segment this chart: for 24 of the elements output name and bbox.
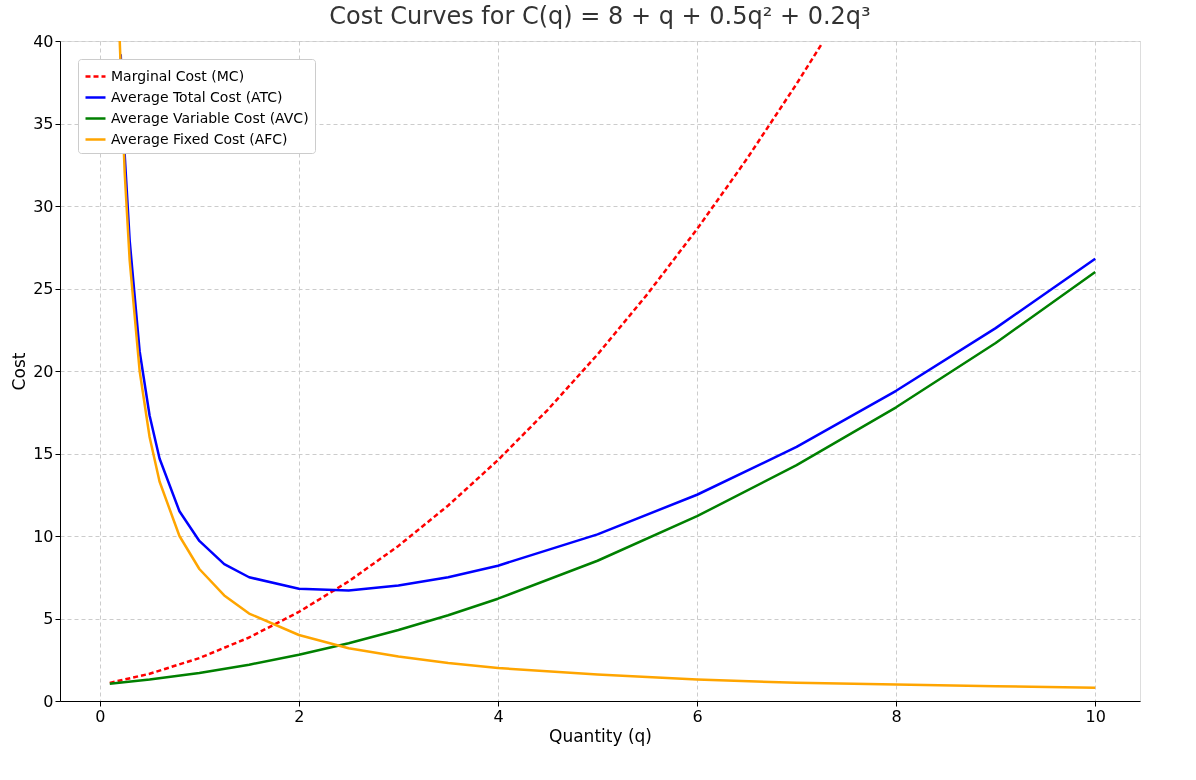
y-tick-label: 5 <box>43 609 54 628</box>
x-tick-label: 2 <box>294 706 305 726</box>
y-axis-title: Cost <box>9 352 30 391</box>
x-tick-label: 0 <box>95 706 106 726</box>
legend-label: Marginal Cost (MC) <box>111 67 245 84</box>
line-series <box>108 270 1097 685</box>
x-tick-label: 6 <box>692 706 703 726</box>
y-tick-label: 30 <box>33 196 54 216</box>
x-tick-label: 4 <box>493 706 504 726</box>
legend-label: Average Variable Cost (AVC) <box>111 109 309 126</box>
y-tick-label: 20 <box>33 361 54 381</box>
y-tick-label: 40 <box>33 31 54 51</box>
y-tick-label: 35 <box>33 114 54 133</box>
x-tick-label: 10 <box>1085 706 1106 726</box>
line-series <box>108 43 823 685</box>
y-tick-label: 15 <box>33 444 54 463</box>
y-tick-label: 25 <box>33 279 54 298</box>
legend-label: Average Fixed Cost (AFC) <box>111 130 288 147</box>
chart-title: Cost Curves for C(q) = 8 + q + 0.5q² + 0.2q³ <box>329 2 871 30</box>
x-tick-label: 8 <box>891 706 902 726</box>
y-tick-label: 10 <box>33 526 54 546</box>
y-tick-label: 0 <box>43 691 54 711</box>
legend-label: Average Total Cost (ATC) <box>111 88 283 105</box>
x-axis-title: Quantity (q) <box>549 725 652 746</box>
